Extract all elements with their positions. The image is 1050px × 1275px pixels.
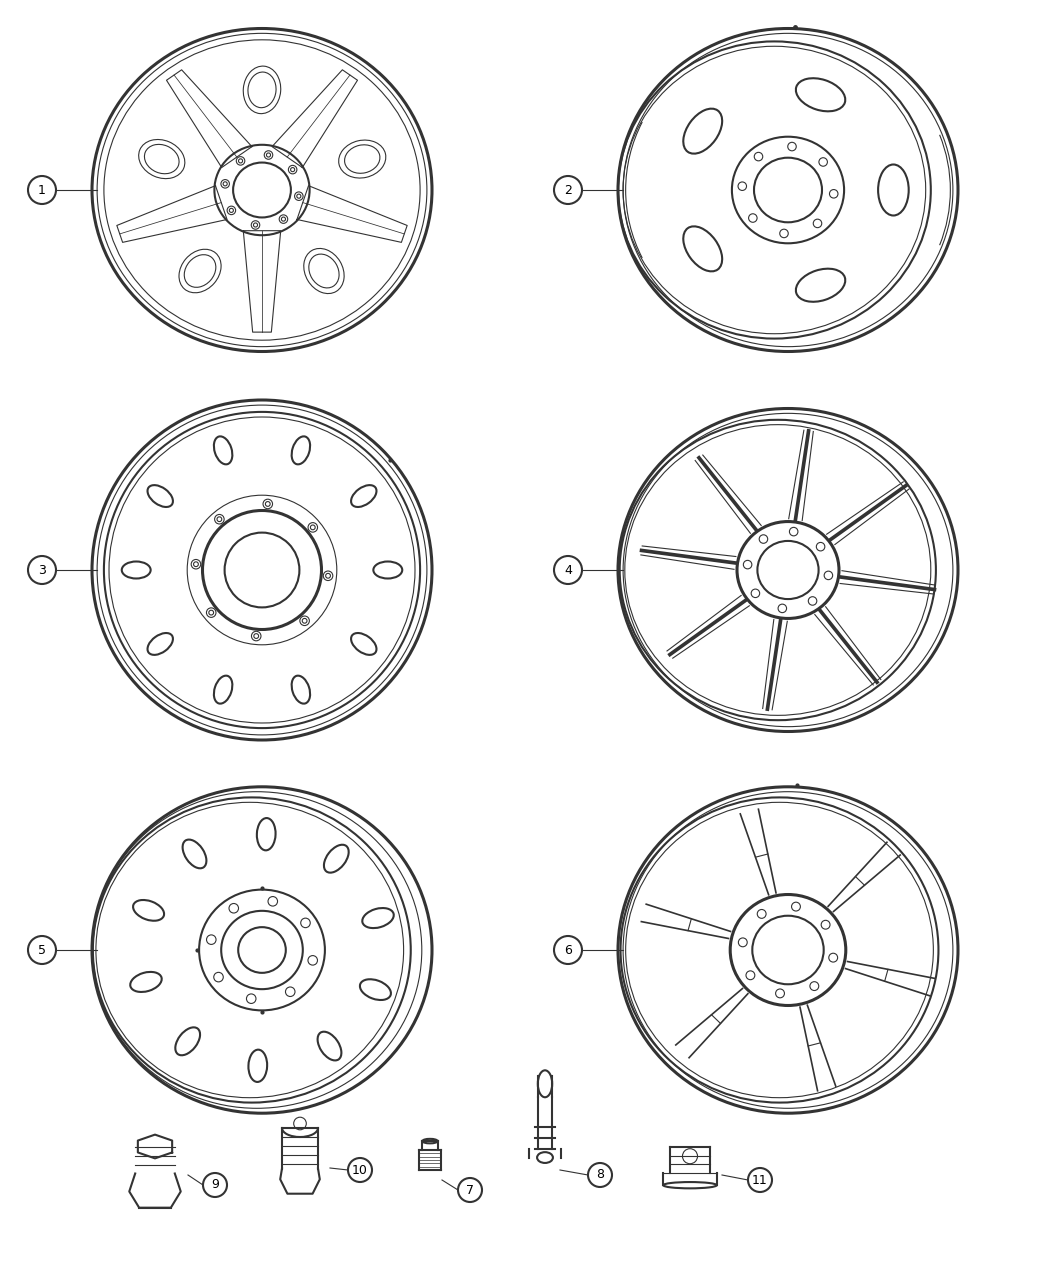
Circle shape: [588, 1163, 612, 1187]
Circle shape: [203, 1173, 227, 1197]
Circle shape: [748, 1168, 772, 1192]
Circle shape: [28, 556, 56, 584]
Text: 8: 8: [596, 1168, 604, 1182]
Circle shape: [458, 1178, 482, 1202]
Text: 6: 6: [564, 944, 572, 956]
Text: 7: 7: [466, 1183, 474, 1196]
Text: 5: 5: [38, 944, 46, 956]
Text: 2: 2: [564, 184, 572, 196]
Text: 1: 1: [38, 184, 46, 196]
Circle shape: [554, 556, 582, 584]
Text: 10: 10: [352, 1164, 367, 1177]
Text: 9: 9: [211, 1178, 219, 1192]
Text: 3: 3: [38, 564, 46, 576]
Circle shape: [348, 1158, 372, 1182]
Circle shape: [554, 936, 582, 964]
Text: 4: 4: [564, 564, 572, 576]
Circle shape: [28, 176, 56, 204]
Text: 11: 11: [752, 1173, 768, 1187]
Circle shape: [28, 936, 56, 964]
Circle shape: [554, 176, 582, 204]
